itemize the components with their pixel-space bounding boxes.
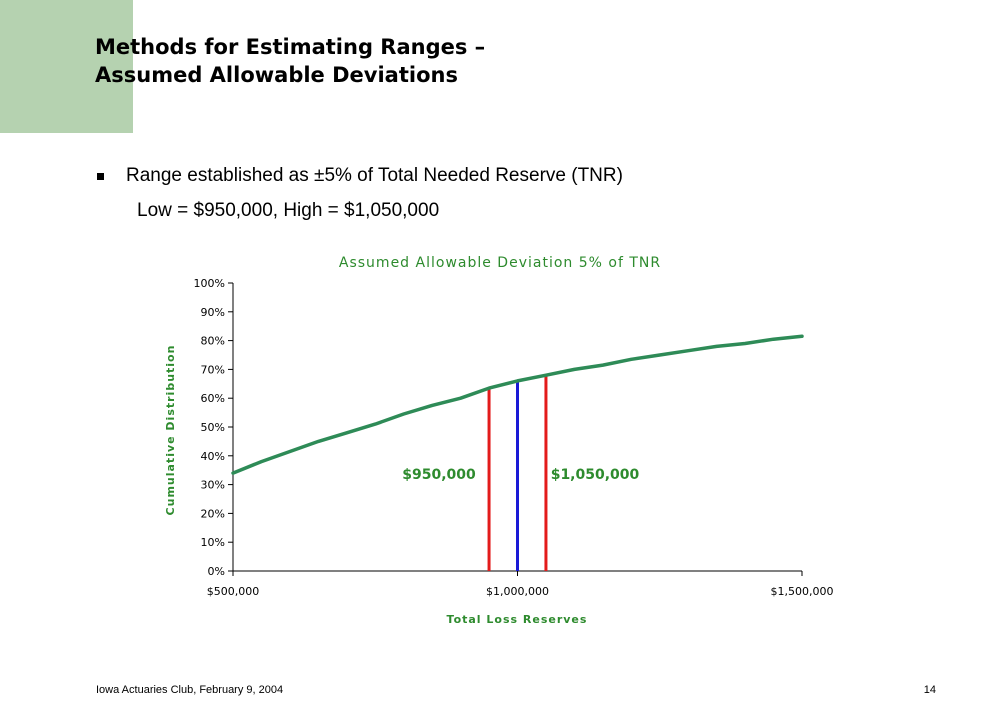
title-line-2: Assumed Allowable Deviations	[95, 63, 458, 87]
y-tick-label: 100%	[194, 277, 225, 290]
bullet-item: Range established as ±5% of Total Needed…	[97, 163, 623, 189]
y-tick-label: 10%	[201, 536, 225, 549]
x-tick-label: $500,000	[207, 585, 260, 598]
footer-source: Iowa Actuaries Club, February 9, 2004	[96, 684, 284, 696]
y-tick-label: 30%	[201, 479, 225, 492]
y-tick-label: 0%	[208, 565, 225, 578]
y-tick-label: 70%	[201, 363, 225, 376]
marker-label: $1,050,000	[551, 467, 640, 483]
y-tick-label: 40%	[201, 450, 225, 463]
title-line-1: Methods for Estimating Ranges –	[95, 35, 486, 59]
page-number: 14	[923, 684, 936, 696]
y-tick-label: 90%	[201, 306, 225, 319]
range-subline: Low = $950,000, High = $1,050,000	[137, 200, 440, 221]
y-tick-label: 80%	[201, 335, 225, 348]
bullet-text: Range established as ±5% of Total Needed…	[126, 165, 623, 186]
x-tick-label: $1,000,000	[486, 585, 549, 598]
y-axis-title: Cumulative Distribution	[164, 345, 177, 516]
cdf-curve	[231, 334, 804, 475]
y-tick-label: 60%	[201, 392, 225, 405]
marker-label: $950,000	[402, 467, 476, 483]
x-tick-label: $1,500,000	[771, 585, 834, 598]
chart-title: Assumed Allowable Deviation 5% of TNR	[339, 255, 661, 271]
accent-block	[0, 0, 133, 133]
x-axis-title: Total Loss Reserves	[447, 613, 588, 626]
y-tick-label: 50%	[201, 421, 225, 434]
slide-title: Methods for Estimating Ranges – Assumed …	[95, 33, 485, 89]
square-bullet-icon	[97, 172, 104, 180]
y-tick-label: 20%	[201, 507, 225, 520]
